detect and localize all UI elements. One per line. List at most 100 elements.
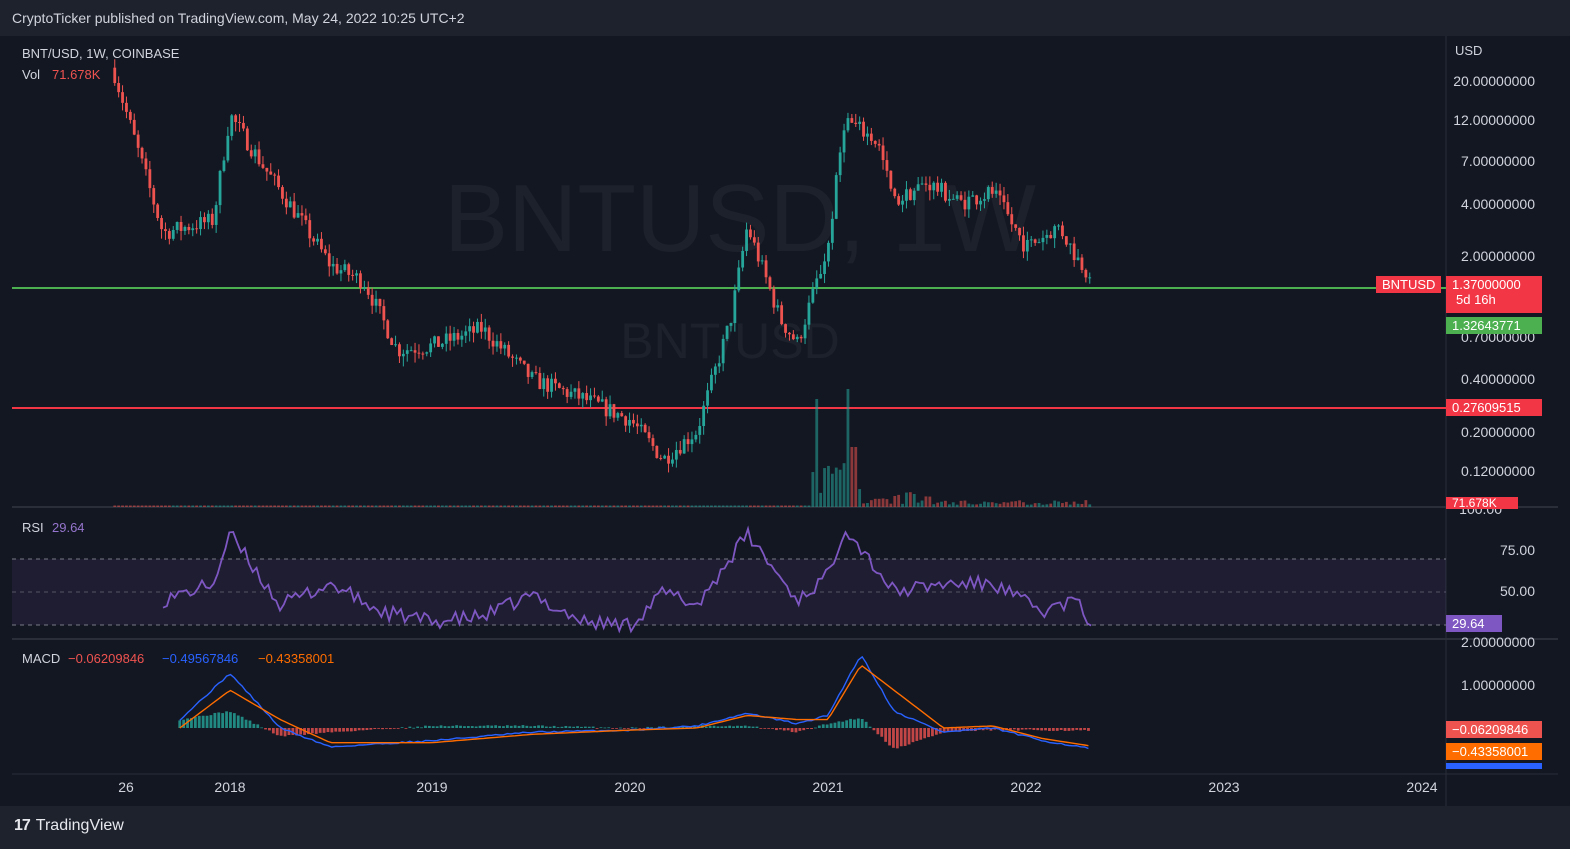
macd-hist-bar	[463, 726, 466, 728]
volume-bar	[823, 468, 826, 507]
macd-hist-bar	[603, 727, 607, 729]
tradingview-logo[interactable]: 17 TradingView	[14, 817, 124, 835]
macd-hist-bar	[182, 719, 186, 728]
macd-hist-bar	[868, 726, 872, 728]
volume-bar	[199, 505, 202, 507]
macd-legend-label[interactable]: MACD	[22, 651, 61, 666]
chart-canvas[interactable]: BNTUSD, 1W BNT/USD 20.00000000 12.000000…	[12, 36, 1558, 806]
candle-body	[760, 260, 764, 262]
macd-hist-bar	[954, 728, 958, 732]
volume-bar	[912, 493, 916, 507]
macd-hist-bar	[1048, 728, 1051, 731]
volume-bar	[542, 505, 546, 507]
candle-body	[152, 188, 156, 205]
macd-hist-bar	[767, 728, 771, 729]
macd-hist-bar	[950, 728, 954, 732]
volume-bar	[495, 505, 499, 507]
volume-bar	[698, 505, 702, 507]
candle-body	[651, 438, 655, 446]
candle-body	[1084, 269, 1088, 278]
macd-hist-bar	[556, 727, 560, 728]
macd-hist-bar	[888, 728, 891, 746]
macd-hist-bar	[408, 726, 412, 728]
price-axis[interactable]: 20.00000000 12.00000000 7.00000000 4.000…	[1453, 73, 1535, 693]
volume-bar	[245, 505, 249, 507]
volume-bar	[242, 505, 245, 507]
candle-body	[1068, 243, 1072, 245]
candlestick-series	[113, 59, 1092, 473]
volume-bar	[323, 505, 327, 507]
candle-body	[320, 238, 323, 250]
symbol-legend[interactable]: BNT/USD, 1W, COINBASE	[22, 46, 180, 61]
macd-hist-bar	[420, 727, 423, 729]
candle-body	[600, 399, 604, 402]
macd-hist-bar	[322, 728, 326, 733]
volume-bar	[788, 505, 791, 507]
macd-hist-bar	[412, 727, 416, 729]
vol-legend-label[interactable]: Vol	[22, 67, 41, 82]
volume-bar	[417, 505, 421, 507]
volume-bar	[936, 502, 940, 507]
volume-bar	[226, 505, 230, 507]
candle-body	[515, 357, 518, 359]
volume-bar	[908, 492, 912, 507]
volume-bar	[148, 505, 152, 507]
macd-hist-bar	[509, 725, 513, 728]
candle-body	[440, 343, 444, 347]
candle-body	[355, 273, 358, 276]
candle-body	[288, 201, 292, 208]
candle-body	[694, 434, 698, 440]
volume-bar	[491, 505, 495, 507]
volume-bar	[179, 505, 183, 507]
currency-label[interactable]: USD	[1455, 43, 1483, 58]
candle-body	[472, 326, 475, 333]
candle-body	[955, 195, 959, 199]
volume-bar	[710, 505, 713, 507]
rsi-legend-label[interactable]: RSI	[22, 520, 44, 535]
macd-hist-bar	[560, 726, 564, 728]
macd-hist-bar	[934, 728, 938, 735]
volume-bar	[772, 505, 776, 507]
macd-hist-bar	[392, 728, 396, 729]
candle-body	[437, 336, 440, 347]
macd-hist-bar	[806, 728, 810, 729]
macd-hist-bar	[287, 728, 291, 736]
volume-bar	[947, 504, 951, 507]
macd-hist-bar	[790, 728, 794, 733]
macd-hist-bar	[923, 728, 927, 739]
volume-bar	[347, 505, 351, 507]
volume-bar	[171, 505, 175, 507]
volume-bar	[694, 505, 698, 507]
macd-hist-bar	[307, 728, 310, 735]
candle-body	[830, 218, 834, 243]
volume-bar	[444, 505, 448, 507]
time-axis[interactable]: 26 2018 2019 2020 2021 2022 2023 2024	[118, 779, 1438, 795]
volume-bar	[140, 505, 144, 507]
candle-body	[378, 298, 382, 307]
macd-hist-bar	[704, 726, 708, 728]
volume-bar	[881, 498, 885, 507]
volume-bar	[210, 505, 214, 507]
volume-bar	[195, 505, 199, 507]
rsi-tick: 75.00	[1500, 542, 1535, 558]
chart-frame[interactable]: BNTUSD, 1W BNT/USD 20.00000000 12.000000…	[12, 36, 1558, 806]
volume-bar	[1080, 503, 1084, 507]
volume-bar	[873, 498, 877, 507]
time-tick: 2022	[1010, 779, 1041, 795]
candle-body	[433, 336, 436, 344]
candle-body	[951, 198, 955, 200]
volume-bar	[433, 505, 436, 507]
candle-body	[799, 336, 803, 339]
price-tick: 0.20000000	[1461, 424, 1535, 440]
volume-bar	[234, 505, 238, 507]
macd-hist-bar	[439, 725, 443, 728]
candle-body	[924, 183, 928, 185]
macd-hist-bar	[720, 726, 724, 728]
volume-bar	[667, 505, 670, 507]
volume-bar	[803, 505, 807, 507]
candle-body	[164, 229, 167, 232]
candle-body	[947, 198, 951, 201]
macd-hist-bar	[502, 726, 505, 728]
volume-bar	[749, 505, 752, 507]
price-tick: 2.00000000	[1461, 248, 1535, 264]
